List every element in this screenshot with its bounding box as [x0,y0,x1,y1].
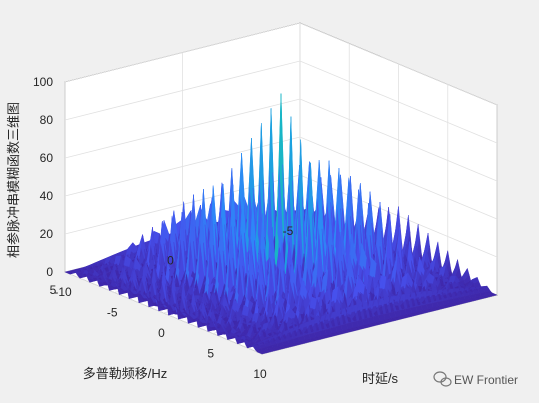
surface-plot [64,93,498,355]
grid-line-z [64,98,498,182]
grid-line-z [64,22,498,106]
grid-line-z [64,136,498,220]
grid-line-z [64,60,498,144]
